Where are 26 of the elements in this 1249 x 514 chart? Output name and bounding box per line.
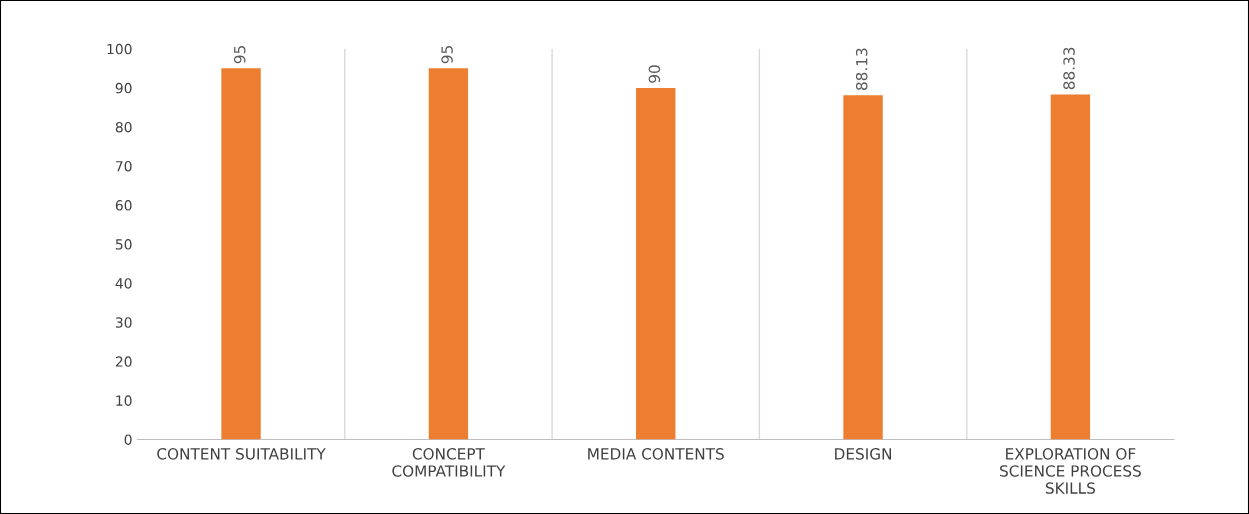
x-tick-label: CONCEPT COMPATIBILITY xyxy=(392,448,506,477)
data-label: 95 xyxy=(233,46,246,64)
bar xyxy=(843,95,883,440)
y-tick-label: 70 xyxy=(115,160,132,172)
bar xyxy=(636,87,676,440)
y-tick-label: 10 xyxy=(116,395,132,406)
bar xyxy=(1050,94,1091,440)
x-tick-label: EXPLORATION OF SCIENCE PROCESS SKILLS xyxy=(1000,448,1141,494)
bar xyxy=(428,68,469,440)
y-tick-label: 90 xyxy=(115,82,132,94)
x-tick-label: CONTENT SUITABILITY xyxy=(157,448,326,460)
y-tick-label: 100 xyxy=(107,43,132,55)
y-tick-label: 80 xyxy=(115,121,132,133)
y-tick-label: 20 xyxy=(115,356,132,367)
bar xyxy=(221,68,261,440)
y-tick-label: 40 xyxy=(115,278,132,289)
x-tick-label: MEDIA CONTENTS xyxy=(588,448,724,460)
data-label: 95 xyxy=(441,46,453,64)
y-tick-label: 50 xyxy=(115,239,132,250)
x-tick-label: DESIGN xyxy=(835,448,891,460)
data-label: 88.33 xyxy=(1063,47,1075,90)
y-tick-label: 30 xyxy=(115,317,132,328)
y-tick-label: 0 xyxy=(124,434,132,445)
data-label: 88.13 xyxy=(855,48,868,90)
y-tick-label: 60 xyxy=(115,200,132,211)
data-label: 90 xyxy=(648,65,661,83)
